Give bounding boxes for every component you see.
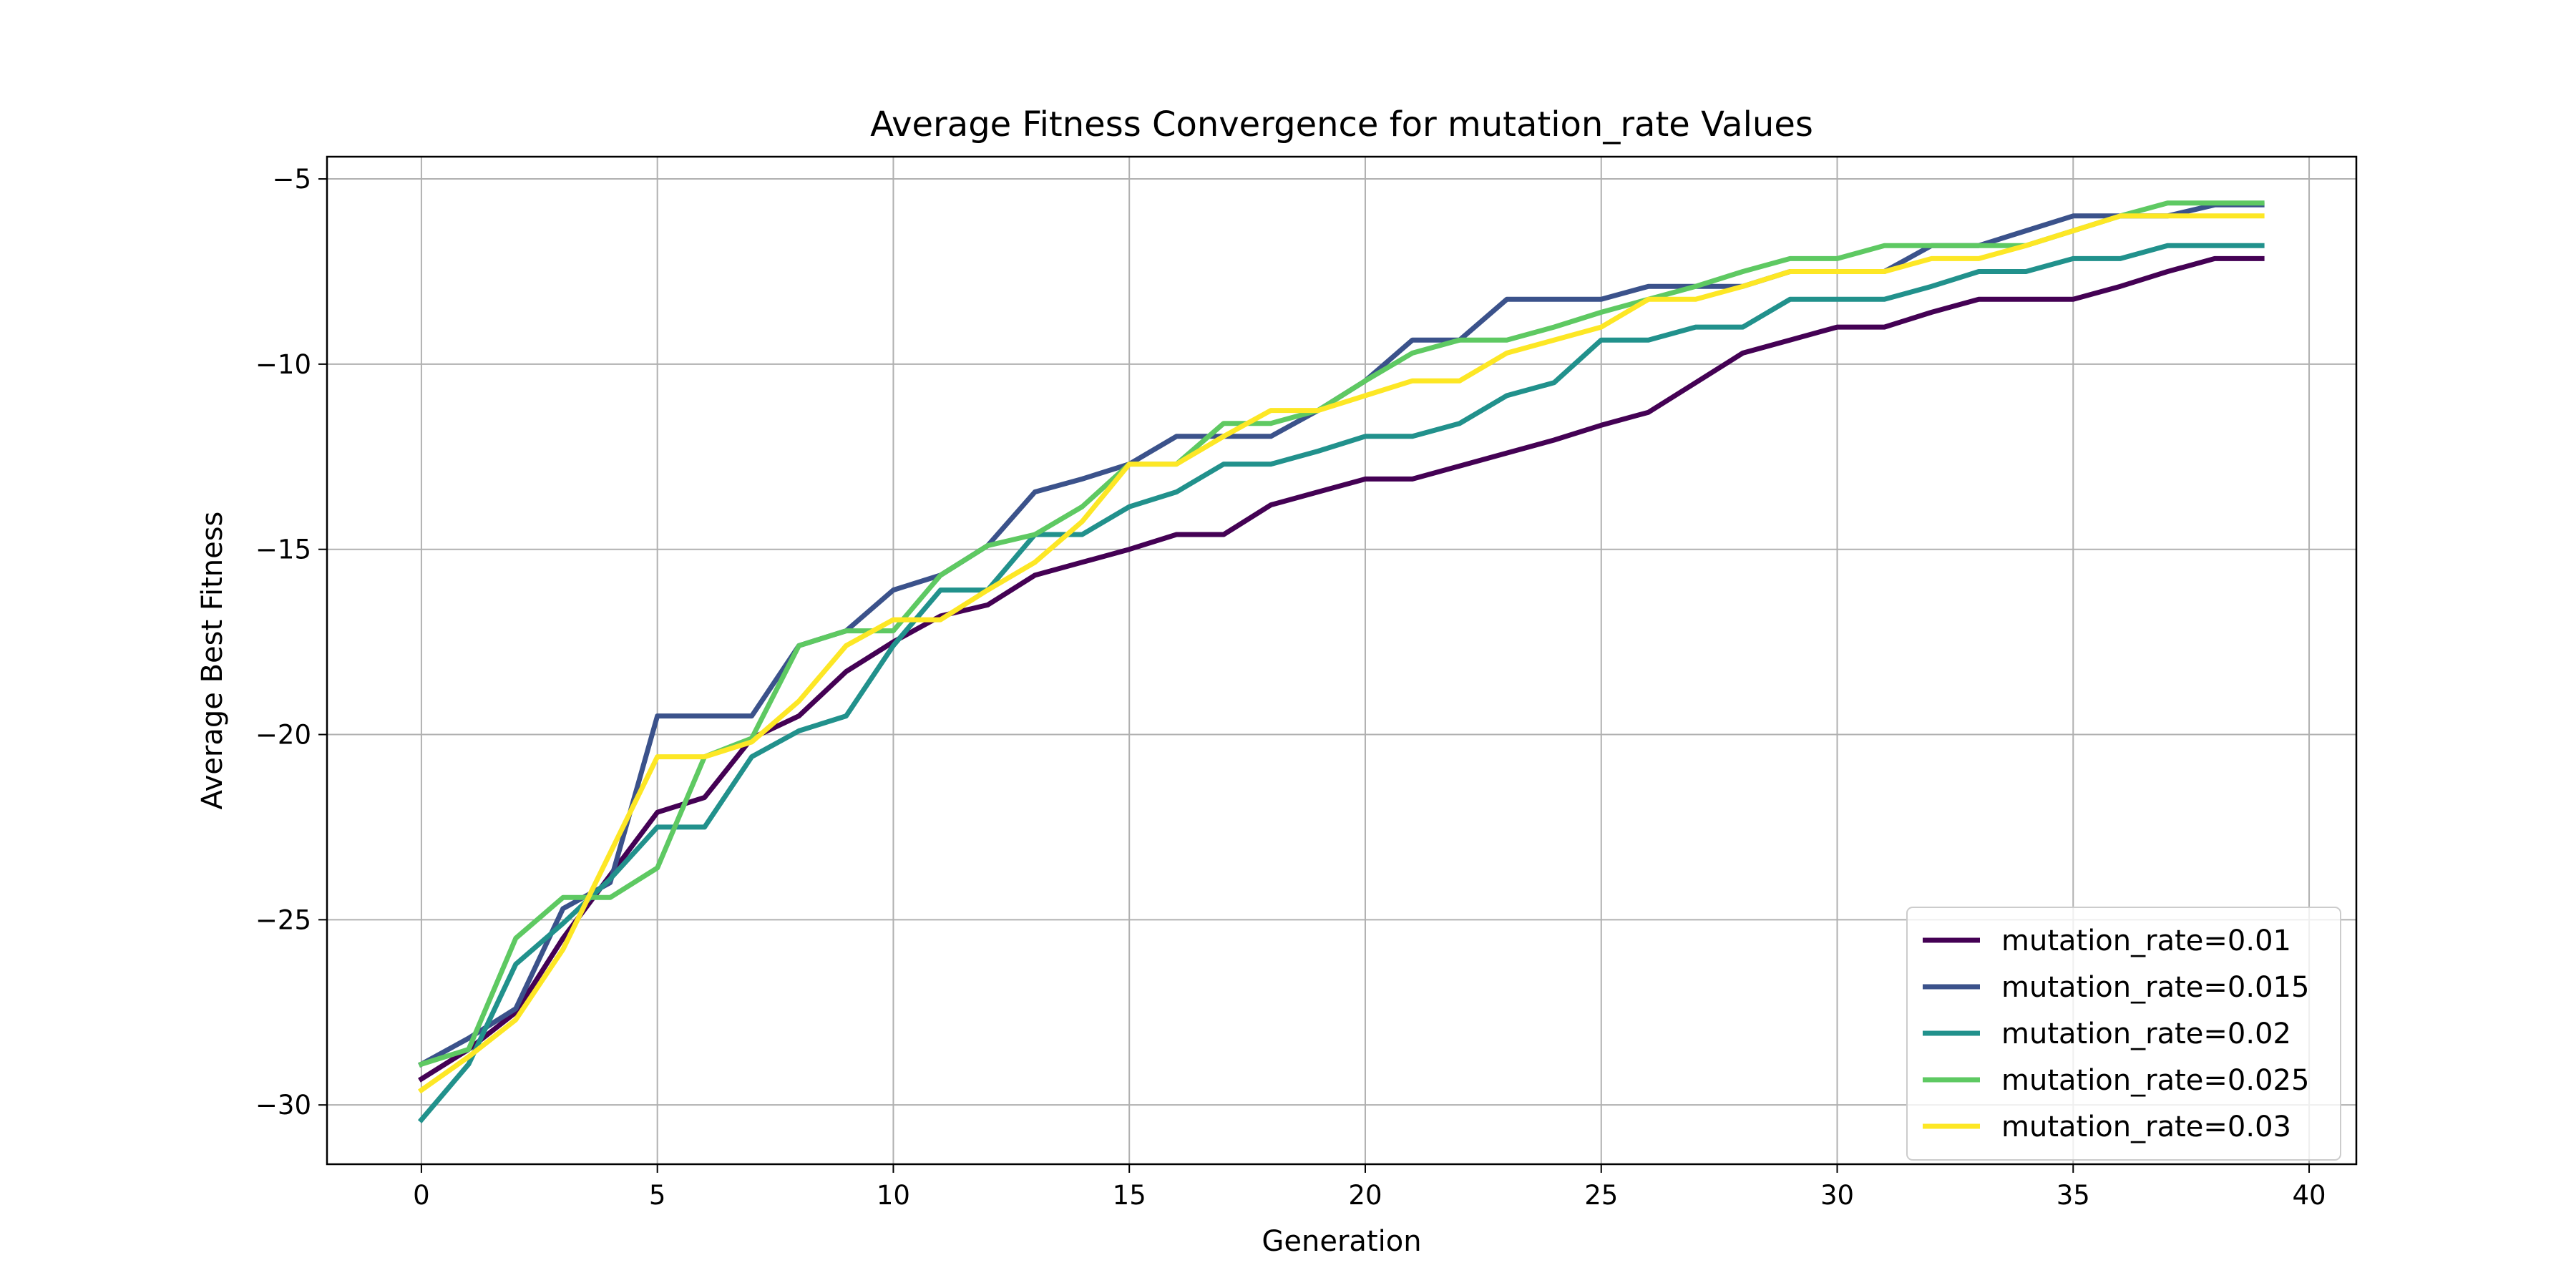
y-tick-label: −20 <box>255 720 311 751</box>
x-tick-label: 0 <box>413 1180 430 1211</box>
axes-frame <box>326 155 2358 1166</box>
x-axis-label: Generation <box>1262 1225 1421 1258</box>
legend-label-1: mutation_rate=0.015 <box>2001 971 2309 1004</box>
x-tick-label: 20 <box>1348 1180 1382 1211</box>
legend-label-3: mutation_rate=0.025 <box>2001 1064 2309 1097</box>
y-tick-label: −25 <box>255 904 311 935</box>
legend-label-2: mutation_rate=0.02 <box>2001 1018 2291 1050</box>
x-tick-label: 30 <box>1820 1180 1854 1211</box>
y-tick-label: −10 <box>255 349 311 380</box>
series-line-4 <box>418 213 2265 1094</box>
x-tick-label: 10 <box>877 1180 910 1211</box>
y-tick-label: −15 <box>255 535 311 565</box>
legend: mutation_rate=0.01 mutation_rate=0.015mut… <box>1906 907 2341 1161</box>
x-tick-label: 15 <box>1113 1180 1146 1211</box>
series-lines <box>417 200 2265 1123</box>
series-line-0 <box>418 255 2265 1083</box>
x-tick-label: 5 <box>649 1180 666 1211</box>
x-tick-label: 35 <box>2057 1180 2090 1211</box>
x-tick-label: 25 <box>1584 1180 1618 1211</box>
legend-label-0: mutation_rate=0.01 <box>2001 924 2291 957</box>
y-tick-label: −5 <box>272 164 311 195</box>
series-line-2 <box>417 243 2265 1123</box>
axis-ticks: 0 5 10 15 20 25 30 35 40 −30 −25 −20 −15 −10 −5 <box>255 164 2326 1211</box>
y-axis-label: Average Best Fitness <box>196 512 229 810</box>
legend-box <box>1906 907 2341 1161</box>
chart-title: Average Fitness Convergence for mutation… <box>870 104 1813 145</box>
x-tick-label: 40 <box>2292 1180 2326 1211</box>
y-tick-label: −30 <box>255 1090 311 1121</box>
legend-label-4: mutation_rate=0.03 <box>2001 1111 2291 1143</box>
